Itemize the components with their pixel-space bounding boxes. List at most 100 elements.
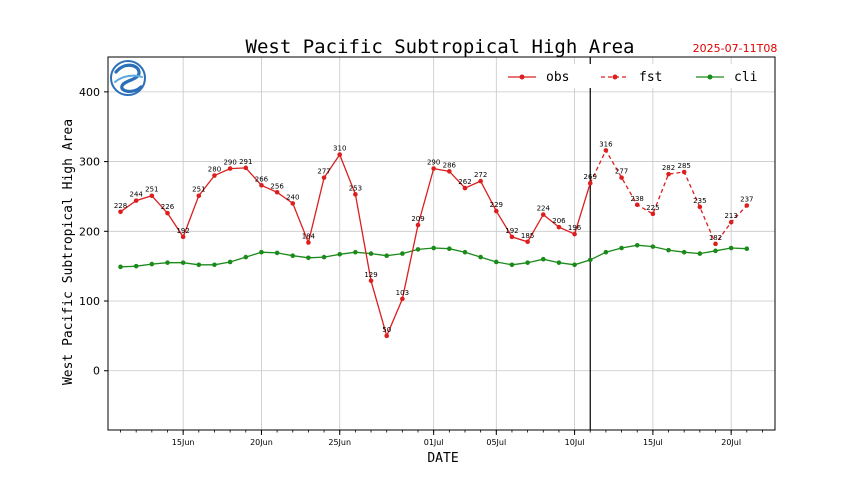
legend-marker-obs [519,74,525,80]
data-point-obs [227,166,233,171]
data-point-cli [650,244,656,249]
x-tick-label: 25Jun [328,438,351,447]
x-tick-label: 01Jul [424,438,444,447]
data-point-cli [321,254,327,260]
data-label-fst: 282 [662,164,675,172]
data-label-obs: 185 [521,232,534,240]
data-point-obs [368,278,374,284]
data-point-cli [400,251,405,256]
data-point-obs [400,296,405,302]
x-tick-label: 15Jun [172,438,195,447]
data-label-obs: 290 [427,159,440,167]
data-point-cli [227,259,233,265]
data-point-cli [118,264,123,270]
data-label-obs: 129 [364,271,377,279]
data-label-obs: 266 [255,175,269,183]
data-point-obs [494,208,499,214]
data-point-obs [149,193,155,199]
data-point-obs [243,165,249,171]
data-point-cli [259,249,264,255]
legend-item-fst: fst [601,70,662,85]
data-point-cli [587,257,593,263]
y-tick-label: 400 [79,86,100,99]
data-point-obs [447,169,452,174]
issue-time: 2025-07-11T08 [693,42,778,55]
data-point-cli [306,255,311,261]
data-point-obs [321,175,327,180]
data-point-cli [353,249,358,255]
data-point-cli [525,260,530,265]
legend-label-obs: obs [546,70,569,85]
plot-frame [107,56,776,431]
data-label-obs: 228 [114,202,127,210]
data-point-obs [478,178,483,184]
data-point-obs [540,212,546,217]
data-point-obs [212,173,217,178]
data-point-fst [603,148,609,153]
data-point-cli [243,254,249,260]
data-point-cli [196,262,202,268]
data-label-obs: 103 [396,289,409,297]
legend-label-fst: fst [639,70,662,85]
chart-title: West Pacific Subtropical High Area [246,36,635,58]
data-point-cli [540,256,546,262]
data-point-cli [212,262,217,268]
data-label-obs: 192 [176,227,189,235]
data-label-obs: 291 [239,158,252,166]
data-label-obs: 224 [537,205,551,213]
data-point-cli [462,249,468,255]
data-point-cli [681,249,687,255]
data-label-obs: 196 [568,224,582,232]
data-point-fst [666,171,671,177]
x-tick-label: 20Jun [250,438,273,447]
data-label-obs: 262 [458,178,471,186]
data-point-obs [431,166,436,171]
data-label-fst: 237 [740,196,753,204]
data-point-obs [274,189,280,195]
data-point-obs [353,192,358,197]
data-label-obs: 244 [129,191,143,199]
logo-icon [110,60,146,96]
data-point-fst [634,202,640,208]
data-point-obs [306,240,311,245]
data-point-cli [447,246,452,252]
data-point-cli [478,254,483,260]
y-tick-label: 300 [79,156,100,169]
y-tick-label: 100 [79,295,100,308]
data-point-fst [744,203,750,208]
data-label-obs: 226 [161,203,175,211]
legend-item-obs: obs [508,70,569,85]
data-label-obs: 251 [192,186,205,194]
data-point-cli [728,245,734,251]
data-label-obs: 209 [411,215,424,223]
data-label-obs: 253 [349,184,362,192]
data-point-obs [337,152,343,157]
x-tick-label: 10Jul [565,438,585,447]
data-label-obs: 251 [145,186,158,194]
data-point-cli [619,245,624,251]
data-label-fst: 277 [615,168,628,176]
legend-marker-fst [612,74,618,80]
data-point-obs [525,239,530,245]
data-point-obs [462,185,468,191]
data-label-fst: 316 [599,140,613,148]
data-label-fst: 285 [678,162,691,170]
data-point-fst [713,241,718,247]
data-point-obs [165,210,170,216]
series-fst [589,148,750,247]
data-point-fst [650,211,656,217]
data-label-obs: 184 [302,232,316,240]
data-point-cli [180,260,186,265]
data-point-cli [509,262,515,268]
series-line-fst [589,149,748,246]
data-point-cli [290,253,296,259]
series-layer [118,148,750,339]
legend-marker-cli [707,74,713,80]
data-point-cli [384,253,389,259]
data-point-obs [290,201,296,206]
data-label-obs: 272 [474,171,487,179]
data-point-obs [384,333,389,339]
x-axis-ticks: 15Jun 20Jun 25Jun 01Jul 05Jul 10Jul 15Jul 20Jul [120,430,763,447]
data-point-cli [431,245,436,251]
